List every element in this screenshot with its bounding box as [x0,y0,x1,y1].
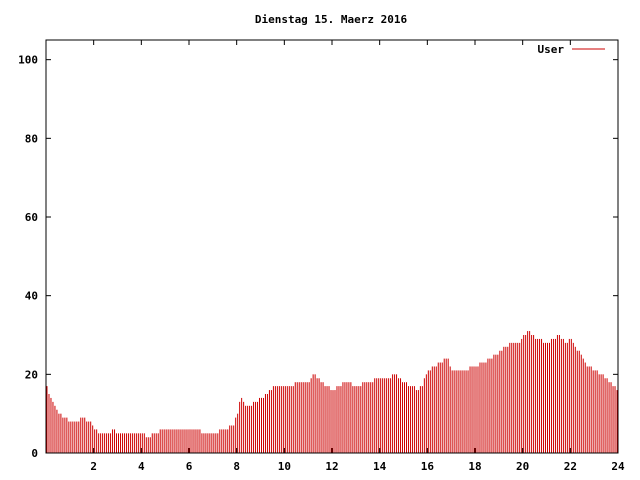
x-tick-label: 16 [421,460,435,473]
y-tick-label: 80 [25,132,38,145]
y-tick-label: 60 [25,211,38,224]
x-tick-label: 6 [186,460,193,473]
x-tick-label: 22 [564,460,577,473]
chart-title: Dienstag 15. Maerz 2016 [255,13,408,26]
y-tick-label: 100 [18,54,38,67]
plot-frame [45,39,619,454]
y-tick-label: 0 [31,447,38,460]
x-tick-label: 20 [516,460,529,473]
x-tick-label: 10 [278,460,291,473]
x-tick-label: 4 [138,460,145,473]
x-tick-label: 24 [611,460,625,473]
y-tick-label: 20 [25,368,38,381]
y-tick-label: 40 [25,290,38,303]
bars-layer [46,331,618,453]
legend: User [538,43,605,56]
x-tick-label: 12 [325,460,338,473]
x-axis: 2 4 6 8 10 12 14 16 18 20 22 24 [90,40,625,473]
x-tick-label: 2 [90,460,97,473]
x-tick-label: 8 [233,460,240,473]
legend-label-user: User [538,43,565,56]
x-tick-label: 14 [373,460,387,473]
x-tick-label: 18 [468,460,481,473]
y-axis: 0 20 40 60 80 100 [18,54,618,460]
